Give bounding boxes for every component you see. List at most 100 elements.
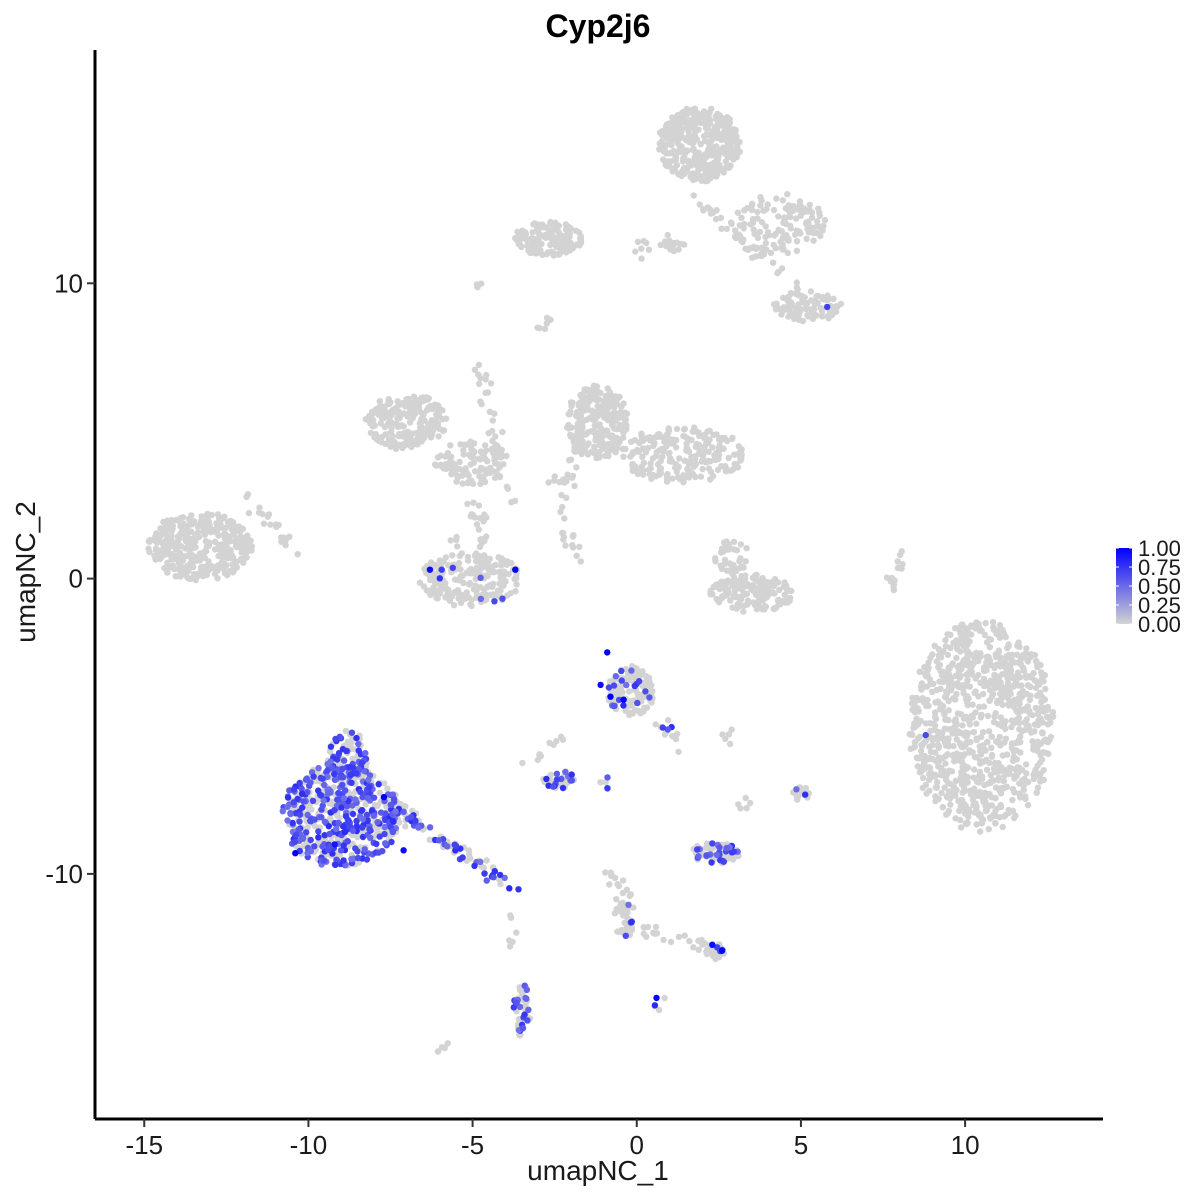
expressing-cell-point xyxy=(568,771,575,778)
cell-point xyxy=(742,245,749,252)
expressing-cell-point xyxy=(483,877,490,884)
expressing-cell-point xyxy=(610,682,618,689)
cell-point xyxy=(963,820,970,828)
cell-point xyxy=(682,136,690,144)
cell-point xyxy=(922,673,930,680)
cell-point xyxy=(973,619,980,626)
cell-point xyxy=(721,556,729,564)
cell-point xyxy=(634,470,641,477)
cell-point xyxy=(367,429,375,437)
cell-point xyxy=(248,547,255,554)
cell-point xyxy=(785,313,792,320)
cell-point xyxy=(1026,707,1033,714)
cell-point xyxy=(170,553,177,560)
cell-point xyxy=(707,210,715,217)
cell-point xyxy=(559,736,567,743)
cell-point xyxy=(763,594,770,601)
cell-point xyxy=(775,213,782,220)
cell-point xyxy=(779,197,787,204)
cell-point xyxy=(980,682,988,690)
cell-point xyxy=(561,515,568,522)
cell-point xyxy=(952,672,959,680)
cell-point xyxy=(949,787,956,794)
cell-point xyxy=(414,402,421,409)
cell-point xyxy=(583,416,590,423)
cell-point xyxy=(619,428,627,435)
cell-point xyxy=(483,591,490,599)
cell-point xyxy=(164,517,171,524)
cell-point xyxy=(489,580,497,587)
cell-point xyxy=(740,236,747,243)
cell-point xyxy=(472,557,480,565)
cell-point xyxy=(282,542,289,549)
expressing-cell-point xyxy=(340,757,348,764)
cell-point xyxy=(690,192,697,199)
cell-point xyxy=(996,740,1003,747)
cell-point xyxy=(496,472,503,480)
cell-point xyxy=(602,452,609,459)
cell-point xyxy=(1042,685,1049,693)
cell-point xyxy=(825,315,832,322)
cell-point xyxy=(180,568,188,575)
cell-point xyxy=(686,467,693,474)
cell-point xyxy=(396,441,403,449)
cell-point xyxy=(807,288,815,295)
expressing-cell-point xyxy=(287,810,294,818)
expressing-cell-point xyxy=(319,775,326,782)
cell-point xyxy=(576,543,583,550)
cell-point xyxy=(964,764,972,771)
cell-point xyxy=(485,430,492,437)
cell-point xyxy=(414,441,421,448)
cell-point xyxy=(959,682,967,689)
cell-point xyxy=(833,303,840,310)
cell-point xyxy=(1007,669,1014,676)
cell-point xyxy=(909,731,916,738)
cell-point xyxy=(614,928,621,935)
cell-point xyxy=(1014,700,1022,707)
cell-point xyxy=(769,259,777,266)
cell-point xyxy=(920,759,928,766)
cell-point xyxy=(939,804,947,811)
cell-point xyxy=(479,465,487,473)
cell-point xyxy=(978,733,985,741)
cell-point xyxy=(952,777,959,785)
cell-point xyxy=(958,758,966,765)
cell-point xyxy=(767,249,775,257)
cell-point xyxy=(376,398,383,405)
cell-point xyxy=(997,657,1004,664)
cell-point xyxy=(676,455,683,462)
cell-point xyxy=(944,651,952,659)
cell-point xyxy=(695,151,702,159)
high-expression-point xyxy=(824,303,831,311)
cell-point xyxy=(911,709,919,716)
cell-point xyxy=(947,675,955,682)
cell-point xyxy=(787,225,794,232)
cell-point xyxy=(686,937,693,945)
cell-point xyxy=(1020,651,1027,659)
x-axis-label: umapNC_1 xyxy=(527,1155,669,1186)
expressing-cell-point xyxy=(452,842,460,849)
expressing-cell-point xyxy=(802,791,809,798)
expressing-cell-point xyxy=(284,794,292,801)
cell-point xyxy=(585,393,593,401)
cell-point xyxy=(784,297,791,304)
cell-point xyxy=(652,923,660,931)
cell-point xyxy=(537,753,544,760)
cell-point xyxy=(964,676,971,684)
cell-point xyxy=(447,442,454,449)
color-legend: 1.000.750.500.250.00 xyxy=(1116,536,1181,637)
cell-point xyxy=(742,794,749,802)
cell-point xyxy=(793,238,801,245)
cell-point xyxy=(731,137,738,144)
cell-point xyxy=(650,471,657,479)
cell-point xyxy=(489,417,496,424)
cell-point xyxy=(973,720,980,727)
cell-point xyxy=(670,165,678,172)
cell-point xyxy=(932,793,939,800)
cell-point xyxy=(1001,813,1008,820)
expressing-cell-point xyxy=(491,868,498,875)
cell-point xyxy=(660,434,667,441)
cell-point xyxy=(455,595,462,602)
cell-point xyxy=(661,131,668,138)
cell-point xyxy=(577,392,584,399)
